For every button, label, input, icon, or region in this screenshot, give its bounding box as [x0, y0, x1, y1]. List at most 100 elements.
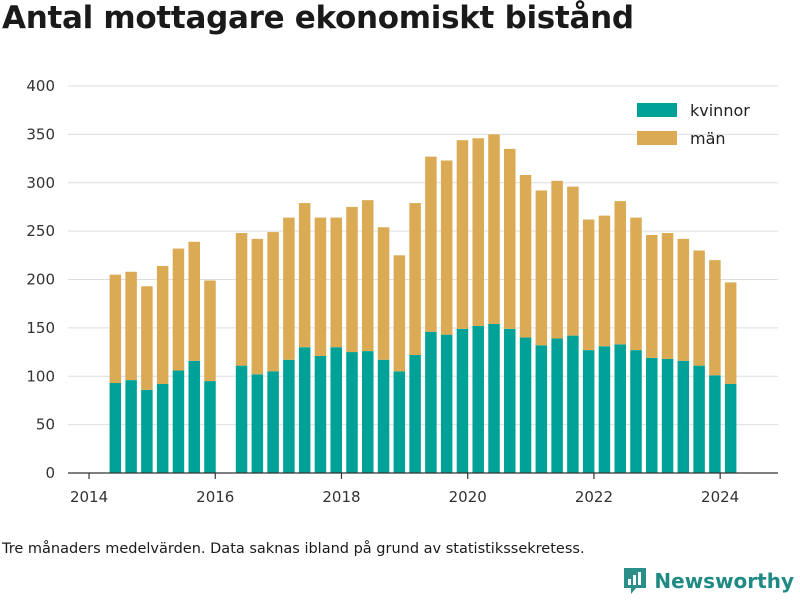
bar-kvinnor [330, 347, 342, 473]
legend-label-kvinnor: kvinnor [690, 101, 750, 120]
bar-kvinnor [362, 351, 374, 473]
bar-man [204, 280, 216, 382]
bar-kvinnor [251, 374, 264, 473]
bar-man [693, 250, 705, 366]
bar-kvinnor [204, 381, 216, 473]
bars [109, 134, 737, 473]
bar-kvinnor [535, 345, 548, 473]
y-tick-label: 400 [26, 77, 55, 95]
x-tick-label: 2020 [449, 488, 487, 506]
bar-man [519, 175, 532, 338]
bar-kvinnor [156, 383, 169, 473]
bar-kvinnor [630, 350, 642, 473]
bar-man [472, 138, 484, 326]
bar-kvinnor [456, 328, 469, 473]
y-tick-label: 250 [26, 222, 55, 240]
bar-kvinnor [693, 365, 705, 473]
bar-man [677, 238, 690, 361]
x-tick-label: 2014 [70, 488, 108, 506]
bar-man [535, 190, 548, 346]
bar-kvinnor [409, 354, 421, 473]
legend: kvinnor män [637, 101, 750, 148]
bar-kvinnor [425, 331, 437, 473]
bar-kvinnor [488, 324, 500, 473]
bar-man [646, 234, 658, 358]
bar-man [125, 271, 137, 381]
bar-kvinnor [551, 338, 563, 473]
legend-label-man: män [690, 129, 726, 148]
bar-kvinnor [393, 371, 406, 473]
bar-man [456, 140, 469, 329]
bar-kvinnor [125, 380, 137, 473]
bar-man [141, 286, 153, 390]
legend-swatch-man [637, 131, 677, 145]
bar-man [661, 233, 674, 359]
bar-kvinnor [298, 347, 311, 473]
bar-man [614, 201, 626, 345]
bar-kvinnor [614, 344, 626, 473]
bar-man [251, 238, 264, 375]
bar-man [330, 217, 342, 348]
bar-kvinnor [440, 334, 453, 473]
y-tick-label: 150 [26, 319, 55, 337]
bar-man [551, 180, 563, 339]
bar-man [630, 217, 642, 351]
x-tick-label: 2022 [575, 488, 613, 506]
bar-kvinnor [661, 358, 674, 473]
bar-kvinnor [567, 335, 579, 473]
bar-kvinnor [188, 360, 200, 473]
bar-man [567, 186, 579, 336]
bar-kvinnor [141, 389, 153, 473]
bar-man [598, 215, 611, 347]
bar-man [346, 206, 358, 353]
bar-man [267, 232, 279, 372]
bar-man [582, 219, 595, 351]
bar-man [440, 160, 453, 335]
bar-kvinnor [314, 355, 327, 473]
bar-man [724, 282, 737, 384]
bar-kvinnor [235, 365, 248, 473]
brand[interactable]: Newsworthy [622, 566, 794, 596]
bar-kvinnor [267, 371, 279, 473]
bar-kvinnor [724, 383, 737, 473]
y-tick-label: 0 [45, 464, 55, 482]
bar-man [188, 241, 200, 361]
bar-man [298, 203, 311, 348]
bar-man [283, 217, 295, 360]
bar-man [172, 248, 185, 371]
bar-kvinnor [377, 359, 390, 473]
stacked-bar-chart: 0 50 100 150 200 250 300 350 400 2014 2016 2018 202… [26, 77, 778, 506]
bar-kvinnor [109, 383, 122, 473]
bar-man [314, 217, 327, 356]
bar-kvinnor [709, 375, 721, 473]
bar-kvinnor [646, 357, 658, 473]
bar-man [393, 255, 406, 372]
y-tick-label: 50 [36, 416, 55, 434]
bar-man [504, 148, 516, 329]
newsworthy-logo-icon [624, 568, 647, 594]
bar-kvinnor [472, 325, 484, 473]
x-tick-label: 2016 [196, 488, 234, 506]
x-axis-ticks: 2014 2016 2018 2020 2022 2024 [70, 473, 739, 506]
y-tick-label: 100 [26, 367, 55, 385]
bar-kvinnor [346, 352, 358, 473]
bar-man [235, 233, 248, 366]
bar-kvinnor [677, 360, 690, 473]
footnote: Tre månaders medelvärden. Data saknas ib… [2, 541, 585, 557]
bar-kvinnor [598, 346, 611, 473]
brand-name: Newsworthy [654, 569, 794, 593]
bar-man [156, 265, 169, 384]
x-tick-label: 2024 [701, 488, 739, 506]
bar-kvinnor [519, 337, 532, 473]
bar-man [109, 274, 122, 384]
y-axis-tick-labels: 0 50 100 150 200 250 300 350 400 [26, 77, 55, 482]
bar-kvinnor [283, 359, 295, 473]
bar-kvinnor [504, 328, 516, 473]
legend-swatch-kvinnor [637, 103, 677, 117]
bar-kvinnor [172, 370, 185, 473]
bar-man [409, 203, 421, 355]
bar-kvinnor [582, 350, 595, 473]
bar-man [362, 200, 374, 352]
chart-title: Antal mottagare ekonomiskt bistånd [2, 0, 634, 36]
bar-man [425, 156, 437, 332]
